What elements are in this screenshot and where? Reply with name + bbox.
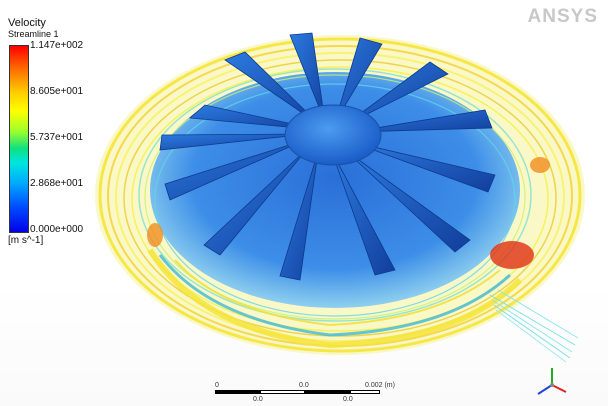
impeller-blades (159, 32, 496, 281)
volute-streamlines (147, 248, 579, 363)
scale-segment (215, 390, 260, 394)
scale-label: 0.002 (m) (365, 382, 395, 389)
scale-label: 0 (215, 382, 219, 389)
legend-units: [m s^-1] (8, 235, 44, 246)
colorbar (9, 45, 29, 233)
legend-tick: 0.000e+000 (30, 224, 84, 235)
scale-label: 0.0 (343, 396, 353, 403)
legend-tick: 1.147e+002 (30, 40, 84, 51)
inner-streamlines (138, 68, 532, 322)
scale-bar: 0 0.0 0.002 (m) 0.0 0.0 (215, 382, 395, 406)
legend-tick: 2.868e+001 (30, 178, 84, 189)
scale-segment (305, 390, 350, 394)
high-velocity-region (530, 157, 550, 173)
legend-tick: 5.737e+001 (30, 132, 84, 143)
high-velocity-region (147, 223, 163, 247)
legend-tick: 8.605e+001 (30, 86, 84, 97)
legend-title: Velocity (8, 17, 46, 29)
impeller-disk (150, 72, 520, 308)
scale-label: 0.0 (299, 382, 309, 389)
ansys-logo: ANSYS (527, 6, 598, 27)
scale-segment (260, 390, 305, 394)
axis-triad-icon[interactable] (537, 368, 567, 395)
impeller-hub (284, 104, 382, 166)
scale-segment (350, 390, 380, 394)
high-velocity-region (490, 241, 534, 269)
scale-label: 0.0 (253, 396, 263, 403)
legend-subtitle: Streamline 1 (8, 29, 59, 39)
